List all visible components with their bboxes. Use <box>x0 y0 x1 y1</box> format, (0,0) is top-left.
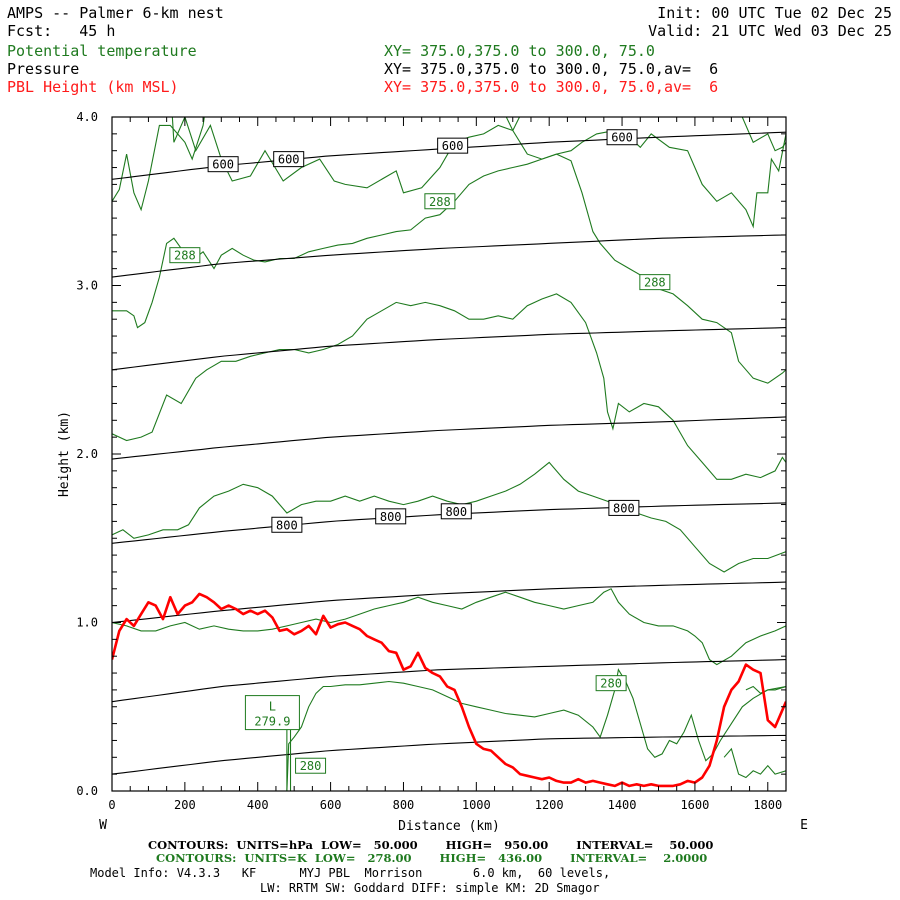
theta-contours <box>112 117 786 791</box>
pressure-contour-line <box>112 234 786 278</box>
pressure-label: 800 <box>375 508 407 525</box>
theta-contour-line <box>112 293 786 480</box>
theta-label: 288 <box>424 193 456 210</box>
pressure-label-box <box>273 151 305 168</box>
pressure-label-text: 600 <box>212 158 234 172</box>
forecast-label-text: Fcst: <box>7 22 53 40</box>
forecast-label: Fcst: 45 h <box>7 22 115 40</box>
pressure-label: 800 <box>271 516 303 533</box>
pressure-label: 800 <box>440 503 472 520</box>
theta-contour-line <box>286 668 786 791</box>
theta-label: 280 <box>295 757 327 774</box>
theta-contour-line <box>723 747 786 779</box>
x-axis-label: Distance (km) <box>398 819 500 834</box>
x-end-west: W <box>99 818 107 833</box>
theta-label-box <box>295 757 327 774</box>
y-tick-label: 0.0 <box>76 784 98 798</box>
x-tick-label: 1400 <box>608 798 637 812</box>
x-tick-label: 1200 <box>535 798 564 812</box>
plot-frame <box>111 116 787 792</box>
pressure-label-box <box>608 499 640 516</box>
pressure-contour-line <box>112 327 786 371</box>
low-marker-box <box>244 695 300 731</box>
theta-contour-line <box>741 117 786 152</box>
axis-ticks <box>111 116 787 792</box>
pressure-label-text: 600 <box>611 131 633 145</box>
legend-theta-name: Potential temperature <box>7 42 197 60</box>
pressure-label-text: 600 <box>442 139 464 153</box>
pressure-label: 600 <box>606 129 638 146</box>
footer-model-info-1: Model Info: V4.3.3 KF MYJ PBL Morrison 6… <box>90 866 611 880</box>
pressure-label-box <box>437 137 469 154</box>
x-tick-label: 600 <box>320 798 342 812</box>
theta-contour-line <box>112 461 786 573</box>
pressure-contour-line <box>112 659 786 703</box>
low-marker-letter: L <box>269 700 276 714</box>
pressure-label-text: 600 <box>278 153 300 167</box>
theta-contour-line <box>171 117 521 194</box>
theta-contour-line <box>112 588 786 666</box>
x-tick-label: 1600 <box>680 798 709 812</box>
y-tick-label: 4.0 <box>76 110 98 124</box>
pressure-label: 800 <box>608 499 640 516</box>
pressure-contour-line <box>112 734 786 775</box>
pressure-label-text: 800 <box>380 510 402 524</box>
pressure-label: 600 <box>207 156 239 173</box>
theta-contour-line <box>112 117 205 212</box>
pressure-contour-line <box>112 581 786 624</box>
theta-label: 288 <box>639 274 671 291</box>
theta-contour-line <box>112 153 786 384</box>
footer-contours-theta: CONTOURS: UNITS=K LOW= 278.00 HIGH= 436.… <box>156 851 708 865</box>
x-tick-label: 1800 <box>753 798 782 812</box>
x-tick-label: 200 <box>174 798 196 812</box>
theta-label-text: 288 <box>174 249 196 263</box>
pressure-label-text: 800 <box>276 518 298 532</box>
y-tick-label: 2.0 <box>76 447 98 461</box>
x-tick-label: 400 <box>247 798 269 812</box>
x-tick-label: 0 <box>108 798 115 812</box>
y-tick-label: 1.0 <box>76 616 98 630</box>
footer-model-info-2: LW: RRTM SW: Goddard DIFF: simple KM: 2D… <box>260 881 600 895</box>
x-tick-label: 800 <box>393 798 415 812</box>
theta-label-box <box>595 675 627 692</box>
pressure-label: 600 <box>437 137 469 154</box>
theta-label-text: 280 <box>300 759 322 773</box>
pressure-label-box <box>440 503 472 520</box>
pressure-label: 600 <box>273 151 305 168</box>
init-time: Init: 00 UTC Tue 02 Dec 25 <box>657 4 892 22</box>
footer-contours-pressure: CONTOURS: UNITS=hPa LOW= 50.000 HIGH= 95… <box>148 838 714 852</box>
pressure-label-text: 800 <box>445 505 467 519</box>
legend-pressure-xy: XY= 375.0,375.0 to 300.0, 75.0,av= 6 <box>384 60 719 78</box>
pressure-label-box <box>207 156 239 173</box>
pressure-label-box <box>606 129 638 146</box>
theta-label-box <box>424 193 456 210</box>
theta-label-box <box>169 247 201 264</box>
pressure-label-box <box>375 508 407 525</box>
theta-label: 288 <box>169 247 201 264</box>
pressure-label-text: 800 <box>613 501 635 515</box>
pressure-contour-line <box>112 416 786 460</box>
legend-theta-xy: XY= 375.0,375.0 to 300.0, 75.0 <box>384 42 655 60</box>
theta-label-text: 288 <box>429 195 451 209</box>
x-tick-label: 1000 <box>462 798 491 812</box>
x-end-east: E <box>800 818 808 833</box>
legend-pbl-name: PBL Height (km MSL) <box>7 78 179 96</box>
valid-time: Valid: 21 UTC Wed 03 Dec 25 <box>648 22 892 40</box>
theta-label-box <box>639 274 671 291</box>
y-axis-label: Height (km) <box>57 411 72 497</box>
y-tick-label: 3.0 <box>76 279 98 293</box>
pbl-height-line <box>112 592 786 788</box>
chart-title: AMPS -- Palmer 6-km nest <box>7 4 224 22</box>
forecast-hours: 45 h <box>79 22 116 40</box>
pressure-contours <box>112 131 786 775</box>
theta-label-text: 288 <box>644 276 666 290</box>
legend-pressure-name: Pressure <box>7 60 80 78</box>
legend-pbl-xy: XY= 375.0,375.0 to 300.0, 75.0,av= 6 <box>384 78 719 96</box>
low-marker-value: 279.9 <box>254 715 290 729</box>
theta-label-text: 280 <box>600 677 622 691</box>
theta-label: 280 <box>595 675 627 692</box>
pressure-label-box <box>271 516 303 533</box>
